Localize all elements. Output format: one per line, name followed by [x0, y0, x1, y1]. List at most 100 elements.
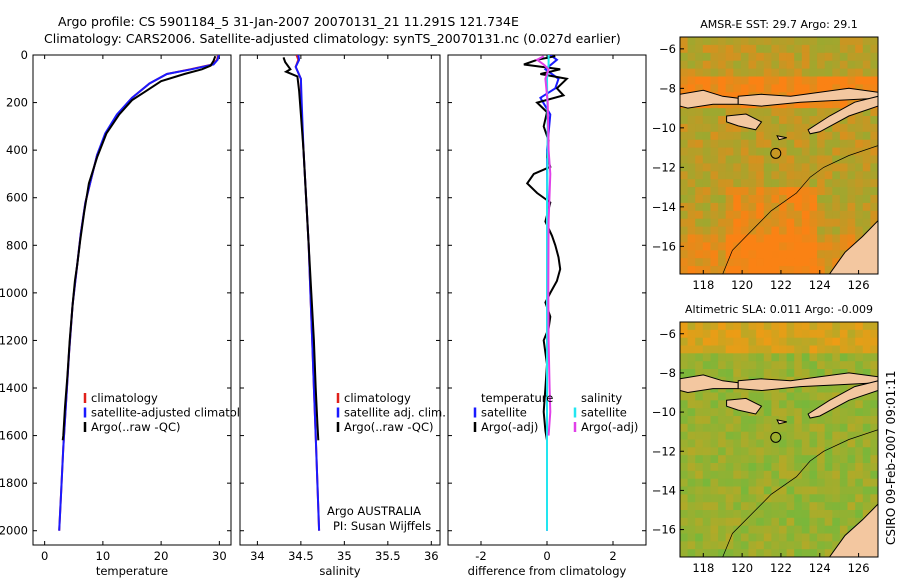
map-cell	[809, 416, 818, 425]
map-cell	[695, 541, 704, 550]
map-cell	[748, 525, 757, 535]
map-cell	[847, 123, 856, 133]
map-cell	[710, 447, 719, 456]
map-cell	[839, 478, 849, 488]
series-group	[58, 55, 220, 531]
map-cell	[740, 463, 750, 472]
map-cell	[695, 44, 704, 54]
map-cell	[740, 242, 750, 251]
map-cell	[839, 155, 849, 164]
map-cell	[710, 431, 719, 441]
map-cell	[817, 171, 826, 180]
map-cell	[794, 392, 803, 401]
map-cell	[839, 44, 849, 54]
map-cell	[748, 439, 757, 448]
map-cell	[740, 345, 750, 354]
map-cell	[862, 226, 871, 236]
map-cell	[771, 329, 780, 339]
map-cell	[839, 171, 849, 180]
map-cell	[740, 37, 750, 46]
map-cell	[718, 423, 727, 433]
map-cell	[718, 431, 727, 441]
map-cell	[748, 210, 757, 220]
map-cell	[733, 517, 742, 527]
map-cell	[786, 384, 795, 394]
map-cell	[733, 139, 742, 149]
map-cell	[763, 44, 772, 54]
map-cell	[725, 337, 734, 347]
map-cell	[794, 447, 803, 456]
map-cell	[710, 470, 719, 480]
map-cell	[687, 337, 696, 347]
map-cell	[870, 431, 878, 441]
map-cell	[870, 187, 878, 196]
map-cell	[748, 187, 757, 196]
map-cell	[748, 478, 757, 488]
map-cell	[733, 478, 742, 488]
map-cell	[771, 525, 780, 535]
y-tick-label: −14	[652, 483, 676, 497]
map-cell	[817, 179, 826, 188]
map-cell	[855, 210, 864, 220]
map-cell	[763, 234, 772, 243]
map-cell	[710, 123, 719, 133]
map-cell	[763, 369, 772, 378]
map-cell	[801, 68, 810, 78]
map-cell	[725, 218, 734, 228]
map-cell	[847, 337, 856, 347]
map-cell	[725, 92, 734, 101]
map-cell	[763, 163, 772, 172]
map-cell	[763, 533, 772, 542]
map-cell	[855, 155, 864, 164]
map-cell	[794, 494, 803, 503]
map-cell	[809, 266, 818, 274]
map-cell	[702, 400, 711, 409]
map-cell	[786, 68, 795, 78]
map-cell	[855, 478, 864, 488]
map-cell	[695, 431, 704, 441]
map-cell	[771, 400, 780, 409]
map-cell	[733, 447, 742, 456]
map-cell	[718, 44, 727, 54]
map-cell	[756, 463, 765, 472]
map-cell	[718, 345, 727, 354]
map-cell	[801, 210, 810, 220]
series-line	[61, 55, 217, 441]
map-cell	[779, 108, 788, 117]
map-cell	[779, 392, 788, 401]
map-cell	[779, 439, 788, 448]
map-cell	[680, 195, 689, 204]
map-cell	[702, 533, 711, 542]
map-cell	[763, 541, 772, 550]
map-cell	[718, 478, 727, 488]
map-cell	[855, 329, 864, 339]
map-cell	[733, 60, 742, 70]
map-cell	[763, 447, 772, 456]
map-cell	[809, 155, 818, 164]
map-cell	[695, 226, 704, 236]
map-cell	[702, 478, 711, 488]
map-cell	[786, 439, 795, 448]
map-cell	[725, 376, 734, 386]
map-cell	[779, 494, 788, 503]
map-cell	[817, 163, 826, 172]
map-cell	[771, 549, 780, 557]
map-cell	[710, 392, 719, 401]
map-cell	[702, 171, 711, 180]
map-cell	[779, 179, 788, 188]
map-cell	[839, 329, 849, 339]
map-cell	[710, 116, 719, 125]
map-cell	[801, 478, 810, 488]
legend-entry: Argo(..raw -QC)	[91, 420, 181, 434]
map-cell	[862, 218, 871, 228]
map-cell	[695, 266, 704, 274]
map-cell	[862, 44, 871, 54]
map-cell	[695, 392, 704, 401]
map-cell	[687, 470, 696, 480]
y-tick-label: −8	[659, 81, 676, 95]
map-cell	[695, 37, 704, 46]
map-cell	[733, 258, 742, 267]
map-cell	[687, 502, 696, 511]
map-cell	[801, 250, 810, 259]
map-cell	[870, 345, 878, 354]
